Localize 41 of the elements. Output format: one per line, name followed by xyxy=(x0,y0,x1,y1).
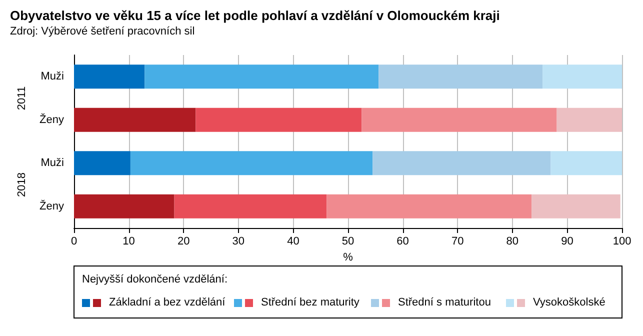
text: 2018 xyxy=(16,172,28,197)
x-tick-label: 50 xyxy=(342,236,354,248)
bar xyxy=(550,151,622,176)
x-tick-label: 70 xyxy=(451,236,464,248)
y-tick-label: Muži xyxy=(40,70,64,83)
legend-label: Základní a bez vzdělání xyxy=(109,296,226,308)
bar xyxy=(362,108,557,132)
chart-subtitle: Zdroj: Výběrové šetření pracovních sil xyxy=(10,26,195,38)
y-tick-label: Ženy xyxy=(40,199,64,212)
bar xyxy=(74,64,145,89)
bar xyxy=(74,151,130,176)
legend-label: Střední s maturitou xyxy=(398,296,491,308)
text: 2011 xyxy=(16,86,28,110)
bar xyxy=(556,108,622,132)
x-tick-label: 100 xyxy=(612,236,632,248)
legend-label: Vysokoškolské xyxy=(533,296,606,308)
legend-title: Nejvyšší dokončené vzdělání: xyxy=(82,274,228,286)
x-tick-label: 80 xyxy=(506,236,519,248)
bar xyxy=(542,64,622,89)
x-tick-label: 0 xyxy=(70,236,78,248)
bar xyxy=(196,108,362,132)
legend-label: Střední bez maturity xyxy=(261,296,360,308)
bar xyxy=(532,194,620,218)
chart-title: Obyvatelstvo ve věku 15 a více let podle pohlaví a vzdělání v Olomouckém kraji xyxy=(10,8,500,23)
x-tick-label: 40 xyxy=(287,236,300,248)
x-tick-label: 10 xyxy=(122,236,135,248)
bar xyxy=(74,194,174,218)
bar xyxy=(174,194,327,218)
bar xyxy=(326,194,532,218)
y-tick-label: Muži xyxy=(40,157,64,170)
bar xyxy=(130,151,373,176)
x-tick-label: 20 xyxy=(177,236,190,248)
bar xyxy=(74,108,196,132)
x-axis-title: % xyxy=(343,251,354,264)
bar xyxy=(378,64,543,89)
y-tick-label: Ženy xyxy=(40,112,64,126)
x-tick-label: 60 xyxy=(396,236,409,248)
x-tick-label: 90 xyxy=(561,236,574,248)
x-tick-label: 30 xyxy=(232,236,245,248)
bar xyxy=(372,151,551,176)
bar xyxy=(144,64,379,89)
